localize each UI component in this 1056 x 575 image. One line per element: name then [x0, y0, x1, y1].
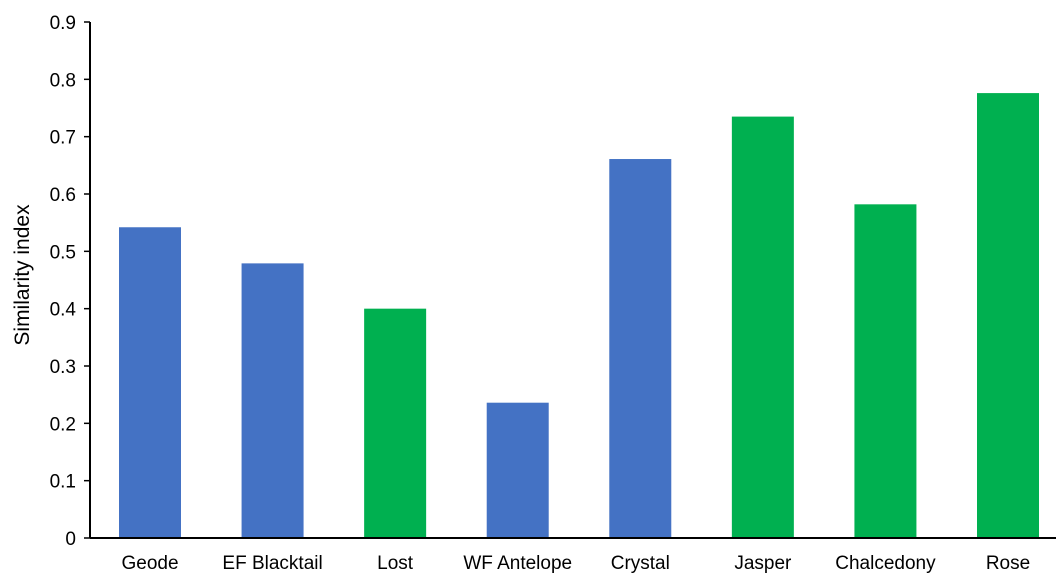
y-tick-label: 0.8 [50, 70, 76, 91]
y-axis-ticks: 0 0.1 0.2 0.3 0.4 0.5 0.6 0.7 0.8 0.9 [50, 13, 90, 550]
bar-chalcedony [854, 204, 917, 538]
bar-lost [364, 308, 427, 538]
bars [119, 93, 1039, 539]
bar-wf-antelope [486, 402, 549, 538]
x-tick-label: Lost [377, 553, 414, 574]
y-tick-label: 0.6 [50, 185, 76, 206]
y-tick-label: 0 [65, 529, 76, 550]
y-tick-label: 0.3 [50, 357, 76, 378]
y-tick-label: 0.9 [50, 13, 76, 34]
y-tick-label: 0.7 [50, 128, 76, 149]
bar-crystal [609, 159, 672, 538]
x-tick-label: Geode [121, 553, 178, 574]
x-tick-label: Crystal [611, 553, 670, 574]
y-tick-label: 0.1 [50, 472, 76, 493]
x-tick-label: WF Antelope [463, 553, 572, 574]
y-tick-label: 0.2 [50, 414, 76, 435]
x-tick-label: Rose [986, 553, 1030, 574]
x-tick-label: EF Blacktail [222, 553, 322, 574]
bar-jasper [731, 116, 794, 538]
x-tick-label: Jasper [734, 553, 792, 574]
y-tick-label: 0.5 [50, 242, 76, 263]
x-axis-tick-labels: Geode EF Blacktail Lost WF Antelope Crystal J… [121, 553, 1030, 574]
bar-ef-blacktail [241, 263, 304, 538]
bar-geode [119, 227, 181, 538]
y-axis-title: Similarity index [11, 204, 34, 346]
bar-rose [977, 93, 1039, 539]
x-tick-label: Chalcedony [835, 553, 936, 574]
y-tick-label: 0.4 [50, 300, 77, 321]
